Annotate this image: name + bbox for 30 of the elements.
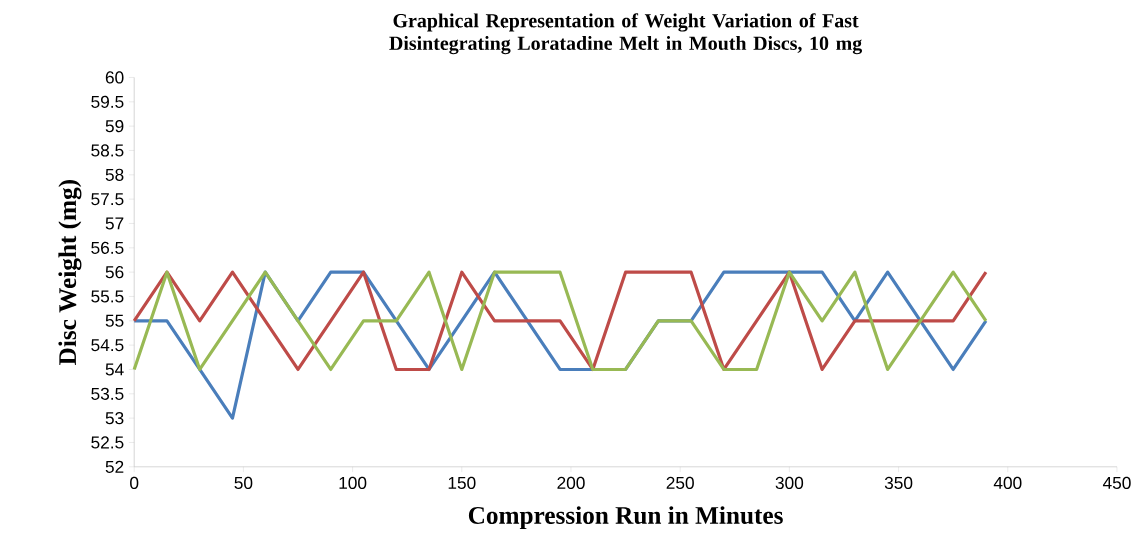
y-tick-label: 55.5 [91,290,124,303]
x-tick-label: 150 [448,476,476,490]
y-tick-label: 59 [105,120,124,133]
x-tick-label: 250 [666,476,694,490]
y-axis-title: Disc Weight (mg) [58,180,82,366]
x-tick-label: 300 [775,476,804,490]
x-tick-label: 100 [339,476,367,490]
y-tick-label: 57.5 [91,193,124,206]
y-tick-label: 52.5 [91,436,124,449]
x-tick-label: 50 [234,476,253,490]
y-tick-label: 56.5 [91,241,124,255]
y-tick-label: 58.5 [91,144,124,157]
y-tick-label: 58 [105,168,124,182]
y-tick-label: 56 [105,266,124,279]
y-tick-label: 53 [105,412,124,425]
y-tick-label: 52 [105,460,124,473]
y-tick-label: 57 [105,217,124,230]
y-tick-label: 59.5 [91,95,124,109]
x-tick-label: 0 [130,476,139,490]
x-tick-label: 350 [884,476,913,490]
y-tick-label: 54 [105,363,124,376]
y-tick-label: 60 [105,71,124,84]
chart-title: Graphical Representation of Weight Variation of Fast Disintegrating Loratadine Melt in Mouth Discs, 10 mg [389,13,863,55]
y-tick-label: 54.5 [91,339,124,352]
y-tick-label: 55 [105,314,124,327]
x-tick-label: 400 [993,476,1022,490]
x-axis-title: Compression Run in Minutes [468,506,783,530]
x-tick-label: 450 [1102,476,1131,490]
y-tick-label: 53.5 [91,387,124,400]
x-tick-label: 200 [557,476,585,490]
